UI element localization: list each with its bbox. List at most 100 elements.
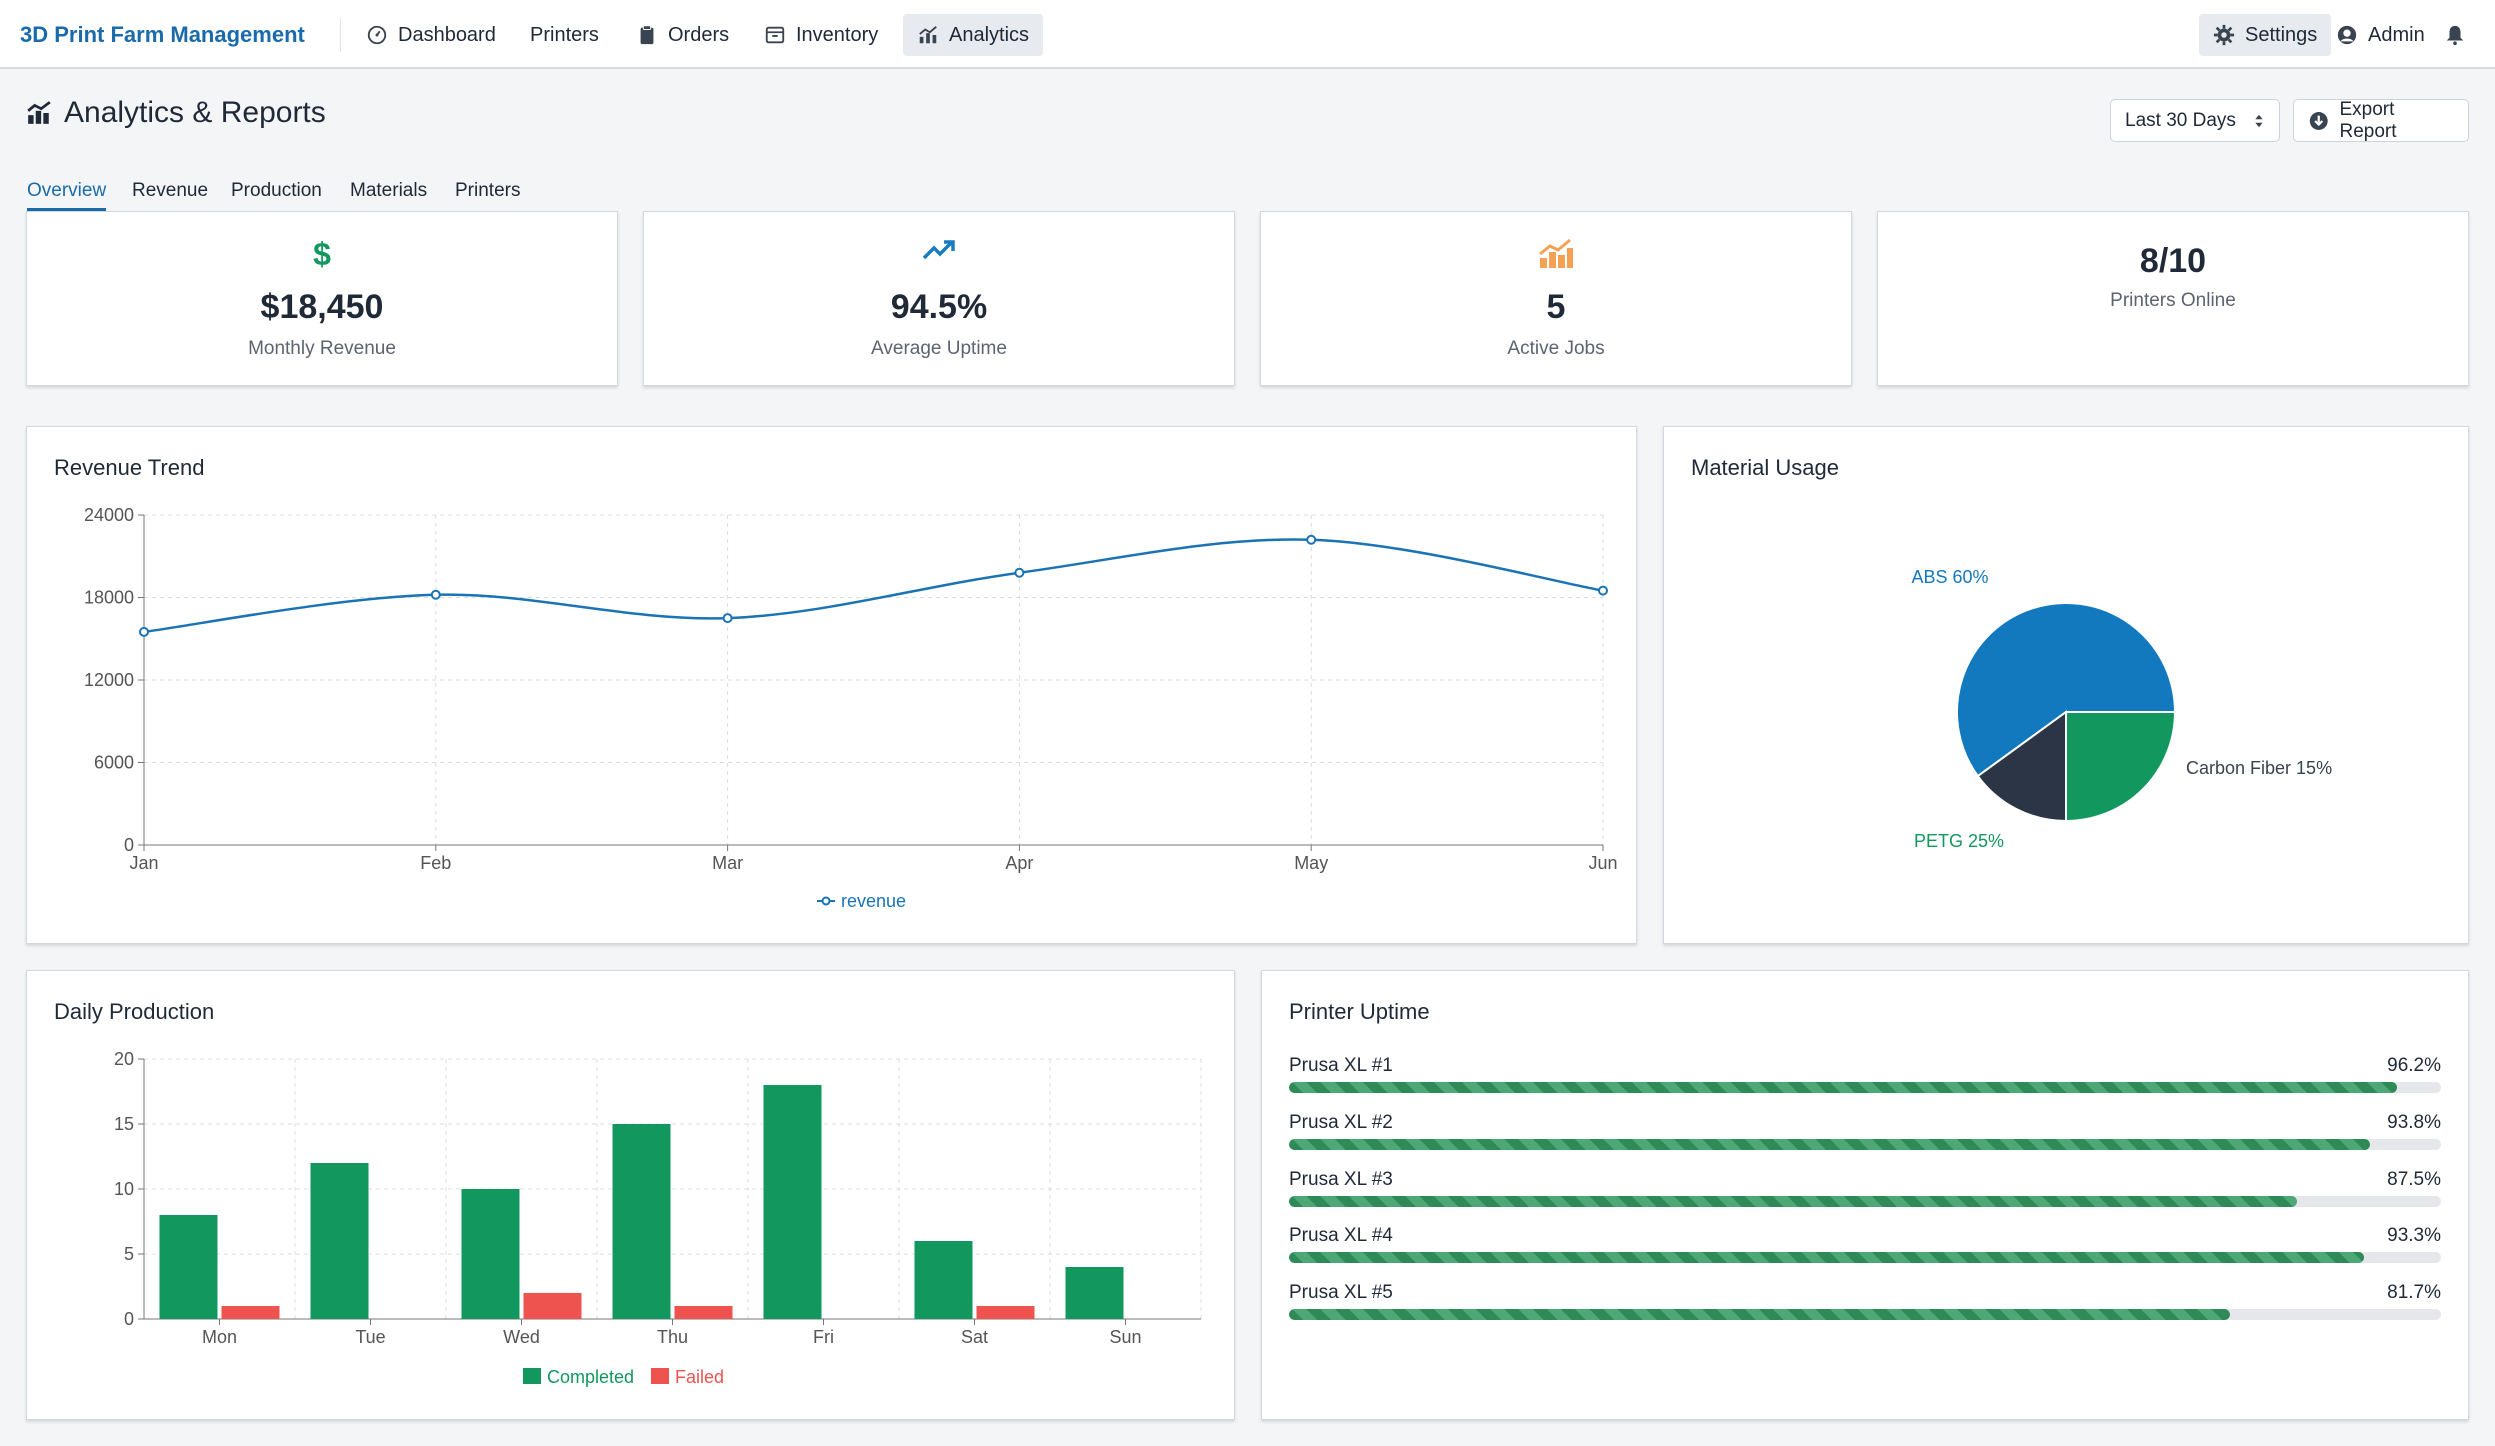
chevron-updown-icon [2255,114,2263,127]
chart-icon [919,26,937,44]
date-range-select[interactable]: Last 30 Days [2110,99,2280,142]
tab-materials[interactable]: Materials [350,180,428,201]
pie-label: ABS 60% [1911,567,1988,587]
legend-label: Completed [547,1367,634,1387]
settings-label: Settings [2245,23,2318,46]
legend-label: revenue [841,891,906,911]
x-tick-label: Fri [813,1327,834,1347]
printer-uptime-panel: Printer Uptime Prusa XL #1 96.2% Prusa XL … [1261,970,2469,1420]
clipboard-icon [640,25,654,45]
stat-card-uptime: 94.5% Average Uptime [643,211,1235,386]
revenue-series-line [143,538,1604,634]
revenue-point [722,613,733,624]
tab-printers[interactable]: Printers [455,180,521,201]
bell-icon [2446,25,2464,46]
revenue-trend-panel: Revenue Trend 0 6000 12000 18000 24000 Jan Feb… [26,426,1637,944]
tab-production[interactable]: Production [231,180,322,201]
printer-name: Prusa XL #4 [1289,1225,1393,1247]
top-navigation-bar: 3D Print Farm Management Dashboard Print… [0,0,2495,69]
nav-inventory[interactable]: Inventory [750,14,892,56]
uptime-progress-track [1289,1252,2441,1264]
legend-marker [821,896,831,906]
nav-orders[interactable]: Orders [622,14,743,56]
pie-label: PETG 25% [1914,831,2004,851]
printer-name: Prusa XL #1 [1289,1055,1393,1076]
uptime-percent: 96.2% [2387,1055,2441,1076]
printer-name: Prusa XL #2 [1289,1111,1393,1133]
app-title[interactable]: 3D Print Farm Management [20,22,305,47]
tab-revenue[interactable]: Revenue [132,180,209,201]
nav-analytics-label: Analytics [949,23,1030,46]
stat-value: 94.5% [890,288,988,326]
settings-button[interactable]: Settings [2199,14,2332,56]
x-tick-label: Wed [503,1327,540,1347]
x-tick-label: Thu [657,1327,688,1347]
stat-value: 8/10 [2139,242,2207,280]
page-title: Analytics & Reports [26,96,326,130]
printer-uptime-row: Prusa XL #1 96.2% [1289,1055,2441,1095]
legend-label: Failed [675,1367,724,1387]
nav-printers[interactable]: Printers [516,14,613,56]
printer-name: Prusa XL #5 [1289,1282,1393,1304]
y-tick-label: 24000 [84,505,134,525]
chart-up-icon [1539,238,1573,268]
x-tick-label: Jan [129,853,158,873]
date-range-value: Last 30 Days [2125,109,2236,131]
download-icon [2309,111,2328,130]
failed-bar [523,1293,582,1319]
user-label: Admin [2368,23,2425,46]
box-icon [765,26,785,44]
production-bar-chart: 0 5 10 15 20 Mon Tue Wed Thu Fri Sat Sun Completed Fa… [114,1049,1202,1387]
stat-value: 5 [1546,288,1566,326]
completed-bar [612,1124,671,1319]
nav-printers-label: Printers [530,23,599,46]
nav-orders-label: Orders [668,23,730,46]
page-title-text: Analytics & Reports [64,96,326,129]
revenue-point [430,589,441,600]
revenue-point [1306,534,1317,545]
chart-icon [27,101,51,124]
revenue-point [1598,585,1608,596]
uptime-progress-fill [1289,1252,2364,1264]
stat-card-revenue: $ $18,450 Monthly Revenue [26,211,618,386]
notifications-button[interactable] [2430,14,2480,56]
completed-bar [763,1085,822,1319]
export-report-label: Export Report [2339,98,2397,142]
panel-title: Daily Production [54,999,215,1024]
legend-swatch [523,1368,541,1384]
dollar-icon: $ [313,238,331,270]
uptime-progress-track [1289,1309,2441,1321]
uptime-progress-fill [1289,1138,2370,1150]
export-report-button[interactable]: Export Report [2293,99,2469,142]
y-tick-label: 20 [114,1049,134,1069]
stat-label: Average Uptime [871,338,1007,359]
uptime-progress-track [1289,1195,2441,1207]
pie-slice [1976,710,2067,823]
pie-slice [1956,602,2177,778]
panel-title: Printer Uptime [1289,999,1430,1024]
gear-icon [2213,24,2235,46]
failed-bar [674,1306,733,1319]
printer-uptime-row: Prusa XL #3 87.5% [1289,1169,2441,1209]
x-tick-label: Mar [712,853,743,873]
uptime-percent: 93.8% [2387,1111,2441,1133]
uptime-percent: 87.5% [2387,1168,2441,1190]
revenue-line-chart: 0 6000 12000 18000 24000 Jan Feb Mar Apr May Jun re… [84,505,1618,911]
user-menu[interactable]: Admin [2322,14,2439,56]
failed-bar [221,1306,280,1319]
nav-divider [340,18,341,52]
printer-name: Prusa XL #3 [1289,1168,1393,1190]
stat-label: Monthly Revenue [248,338,396,359]
completed-bar [159,1215,218,1319]
nav-analytics[interactable]: Analytics [903,14,1044,56]
printer-uptime-row: Prusa XL #5 81.7% [1289,1282,2441,1322]
x-tick-label: Sat [961,1327,988,1347]
x-tick-label: Apr [1005,853,1033,873]
dashboard-icon [367,25,387,45]
failed-bar [976,1306,1035,1319]
tab-overview[interactable]: Overview [27,180,107,211]
y-tick-label: 12000 [84,670,134,690]
completed-bar [310,1163,369,1319]
panel-title: Material Usage [1691,455,1839,480]
nav-dashboard[interactable]: Dashboard [352,14,510,56]
